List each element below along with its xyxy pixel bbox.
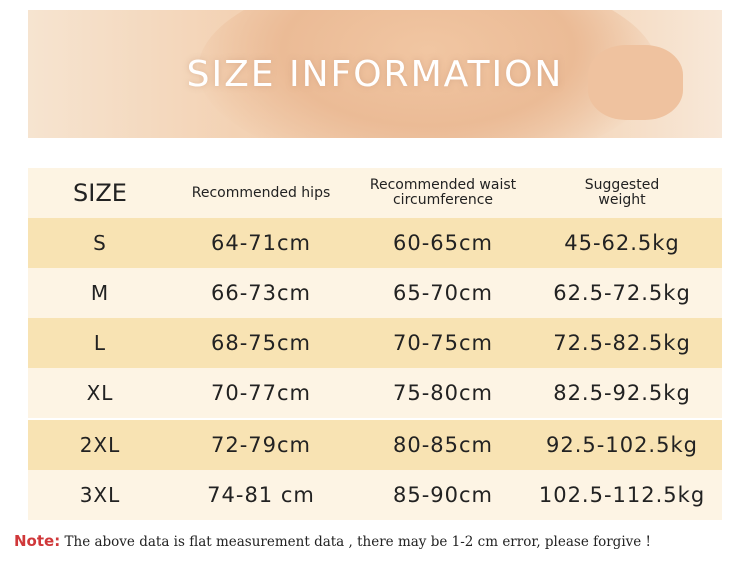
size-cell: XL: [86, 381, 114, 405]
note-label: Note:: [14, 532, 61, 550]
table-row: S 64-71cm 60-65cm 45-62.5kg: [28, 218, 722, 268]
table-row: L 68-75cm 70-75cm 72.5-82.5kg: [28, 318, 722, 368]
size-cell: M: [90, 281, 110, 305]
header-hips: Recommended hips: [191, 184, 331, 201]
note-text: The above data is flat measurement data …: [60, 534, 651, 550]
hips-cell: 74-81 cm: [207, 483, 315, 507]
header-waist-label: Recommended waist circumference: [369, 177, 517, 208]
weight-cell: 62.5-72.5kg: [553, 281, 691, 305]
table-body: S 64-71cm 60-65cm 45-62.5kg M 66-73cm 65-70cm 6…: [28, 218, 722, 520]
waist-cell: 60-65cm: [392, 231, 494, 255]
size-cell: 3XL: [79, 483, 121, 507]
hips-cell: 68-75cm: [210, 331, 312, 355]
size-cell: 2XL: [79, 433, 121, 457]
table-row: 2XL 72-79cm 80-85cm 92.5-102.5kg: [28, 420, 722, 470]
hips-cell: 72-79cm: [210, 433, 312, 457]
weight-cell: 82.5-92.5kg: [553, 381, 691, 405]
banner-title: SIZE INFORMATION: [186, 54, 564, 95]
waist-cell: 85-90cm: [392, 483, 494, 507]
size-cell: S: [93, 231, 107, 255]
hips-cell: 66-73cm: [210, 281, 312, 305]
waist-cell: 65-70cm: [392, 281, 494, 305]
table-row: XL 70-77cm 75-80cm 82.5-92.5kg: [28, 368, 722, 418]
header-waist: Recommended waist circumference: [350, 178, 536, 208]
table-row: 3XL 74-81 cm 85-90cm 102.5-112.5kg: [28, 470, 722, 520]
size-table: SIZE Recommended hips Recommended waist …: [28, 168, 722, 520]
weight-cell: 92.5-102.5kg: [546, 433, 698, 457]
waist-cell: 75-80cm: [392, 381, 494, 405]
hips-cell: 70-77cm: [210, 381, 312, 405]
banner-image: SIZE INFORMATION: [28, 10, 722, 138]
note: Note: The above data is flat measurement…: [14, 532, 651, 550]
waist-cell: 70-75cm: [392, 331, 494, 355]
waist-cell: 80-85cm: [392, 433, 494, 457]
header-size: SIZE: [73, 178, 127, 207]
weight-cell: 72.5-82.5kg: [553, 331, 691, 355]
model-hand: [588, 45, 683, 120]
header-weight: Suggested weight: [536, 178, 708, 208]
hips-cell: 64-71cm: [210, 231, 312, 255]
header-weight-label: Suggested weight: [584, 177, 660, 208]
model-figure: [198, 10, 658, 138]
table-header: SIZE Recommended hips Recommended waist …: [28, 168, 722, 218]
size-cell: L: [93, 331, 107, 355]
weight-cell: 45-62.5kg: [564, 231, 680, 255]
weight-cell: 102.5-112.5kg: [538, 483, 706, 507]
table-row: M 66-73cm 65-70cm 62.5-72.5kg: [28, 268, 722, 318]
